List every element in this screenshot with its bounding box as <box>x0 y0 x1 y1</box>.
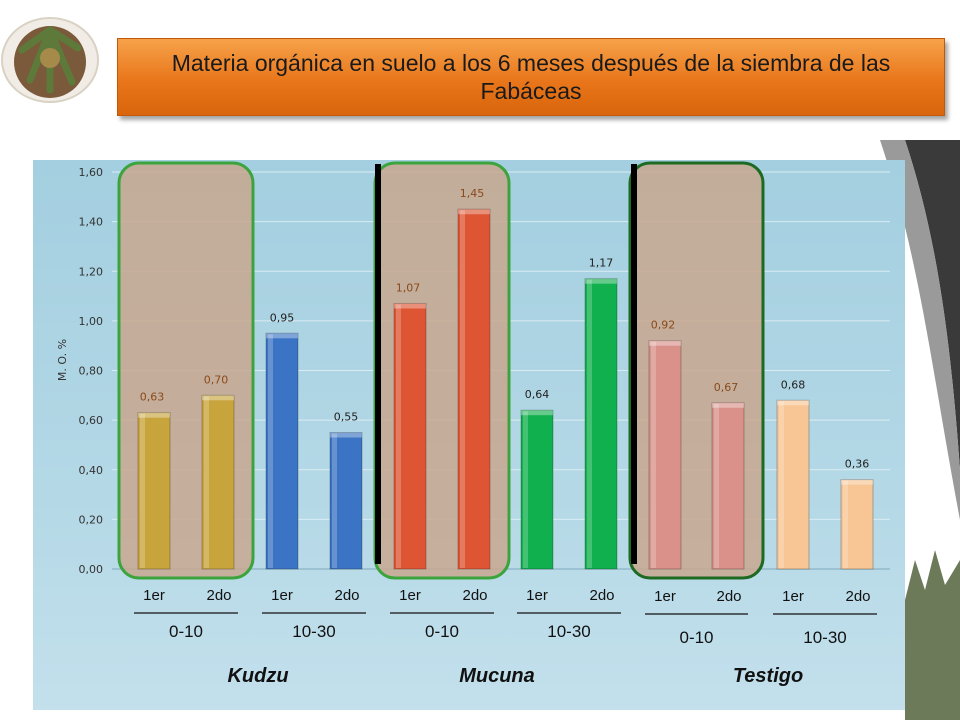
background-grass <box>905 550 960 720</box>
bar <box>201 394 235 570</box>
category-label: 2do <box>716 588 741 605</box>
title-banner: Materia orgánica en suelo a los 6 meses … <box>117 38 945 116</box>
y-axis-label: M. O. % <box>56 339 69 381</box>
category-label: 1er <box>143 587 165 604</box>
bar <box>393 303 427 570</box>
bar <box>520 409 554 570</box>
bar-top-bevel <box>841 479 873 485</box>
y-tick-label: 1,20 <box>79 265 104 278</box>
depth-label: 10-30 <box>547 622 590 641</box>
bar-highlight <box>396 304 401 568</box>
bar-top-bevel <box>394 303 426 309</box>
data-label: 0,36 <box>845 458 870 471</box>
page-title: Materia orgánica en suelo a los 6 meses … <box>171 50 891 104</box>
bar-highlight <box>779 401 784 568</box>
bar-highlight <box>651 341 656 568</box>
category-label: 1er <box>782 588 804 605</box>
y-tick-label: 0,20 <box>79 513 104 526</box>
bar-top-bevel <box>585 278 617 284</box>
bar <box>457 208 491 570</box>
background-swoosh-light <box>880 140 960 520</box>
bar-top-bevel <box>458 209 490 215</box>
depth-label: 10-30 <box>803 628 846 647</box>
data-label: 0,92 <box>651 319 676 332</box>
bar-highlight <box>268 334 273 568</box>
data-label: 0,70 <box>204 373 229 386</box>
bar-top-bevel <box>649 340 681 346</box>
y-tick-label: 0,60 <box>79 414 104 427</box>
group-separator <box>375 164 381 564</box>
bar-highlight <box>587 279 592 568</box>
y-tick-label: 1,60 <box>79 166 104 179</box>
bar-highlight <box>523 411 528 568</box>
bar-highlight <box>460 210 465 568</box>
category-label: 1er <box>526 587 548 604</box>
category-label: 1er <box>654 588 676 605</box>
data-label: 0,55 <box>334 411 359 424</box>
depth-label: 0-10 <box>169 622 203 641</box>
bar-top-bevel <box>330 432 362 438</box>
data-label: 1,45 <box>460 187 485 200</box>
group-label: Mucuna <box>459 665 535 687</box>
palm-logo <box>1 17 99 103</box>
y-tick-label: 1,00 <box>79 315 104 328</box>
category-label: 2do <box>462 587 487 604</box>
bar-top-bevel <box>777 400 809 406</box>
category-label: 2do <box>589 587 614 604</box>
bar <box>584 278 618 570</box>
bar-top-bevel <box>138 412 170 418</box>
bar <box>648 340 682 570</box>
bar-highlight <box>140 413 145 568</box>
group-separator <box>631 164 637 564</box>
bar-top-bevel <box>712 402 744 408</box>
category-label: 2do <box>206 587 231 604</box>
bar-highlight <box>204 396 209 568</box>
data-label: 0,67 <box>714 381 739 394</box>
bar-highlight <box>714 403 719 568</box>
bar <box>711 402 745 570</box>
bar-top-bevel <box>521 410 553 416</box>
bar <box>329 432 363 570</box>
data-label: 1,07 <box>396 282 421 295</box>
category-label: 1er <box>399 587 421 604</box>
bar <box>137 412 171 570</box>
category-label: 1er <box>271 587 293 604</box>
depth-label: 10-30 <box>292 622 335 641</box>
background-swoosh <box>905 140 960 470</box>
y-tick-label: 1,40 <box>79 216 104 229</box>
y-tick-label: 0,00 <box>79 563 104 576</box>
bar <box>265 332 299 570</box>
group-label: Kudzu <box>227 665 288 687</box>
bar-highlight <box>332 433 337 568</box>
bar-top-bevel <box>202 395 234 401</box>
data-label: 0,64 <box>525 388 550 401</box>
data-label: 0,63 <box>140 391 165 404</box>
group-label: Testigo <box>733 665 803 687</box>
bar <box>776 399 810 570</box>
category-label: 2do <box>845 588 870 605</box>
y-tick-label: 0,80 <box>79 365 104 378</box>
data-label: 0,95 <box>270 311 295 324</box>
y-tick-label: 0,40 <box>79 464 104 477</box>
bar-top-bevel <box>266 333 298 339</box>
bar-highlight <box>843 480 848 568</box>
data-label: 1,17 <box>589 257 614 270</box>
depth-label: 0-10 <box>425 622 459 641</box>
depth-label: 0-10 <box>679 628 713 647</box>
category-label: 2do <box>334 587 359 604</box>
bar <box>840 479 874 570</box>
data-label: 0,68 <box>781 378 806 391</box>
